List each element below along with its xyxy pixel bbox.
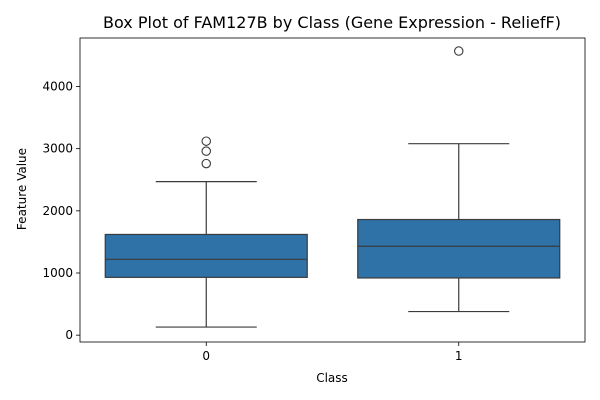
chart-title: Box Plot of FAM127B by Class (Gene Expre… xyxy=(103,13,561,32)
outlier-point xyxy=(201,146,212,156)
y-tick-label: 3000 xyxy=(42,142,73,156)
y-tick-label: 0 xyxy=(65,328,73,342)
box-class-0 xyxy=(104,233,308,278)
box-class-1 xyxy=(357,218,561,279)
x-tick-label: 1 xyxy=(455,349,463,363)
plot-area: 0 1000 2000 3000 4000 0 1 xyxy=(42,37,586,363)
outlier-point xyxy=(201,136,212,146)
x-axis-label: Class xyxy=(316,371,348,385)
y-tick-label: 2000 xyxy=(42,204,73,218)
outlier-point xyxy=(453,46,464,56)
y-tick-label: 4000 xyxy=(42,79,73,93)
y-axis-label: Feature Value xyxy=(15,148,29,230)
x-tick-label: 0 xyxy=(202,349,210,363)
outlier-point xyxy=(201,158,212,169)
plot-frame xyxy=(79,37,586,343)
y-tick-label: 1000 xyxy=(42,266,73,280)
